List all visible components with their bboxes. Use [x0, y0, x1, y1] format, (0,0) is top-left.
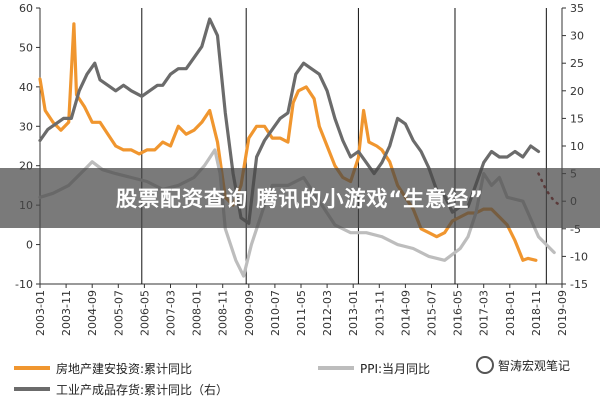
banner-title: 股票配资查询 腾讯的小游戏“生意经” — [116, 187, 484, 211]
left-axis-ticks: -100102030405060 — [15, 2, 40, 291]
watermark: 智涛宏观笔记 — [476, 356, 570, 374]
right-axis-ticks: -15-10-505101520253035 — [562, 2, 588, 291]
legend-label-inventory: 工业产成品存货:累计同比（右） — [56, 382, 228, 397]
left-tick-label: 50 — [19, 41, 33, 54]
x-tick-label: 2003-11 — [60, 290, 73, 336]
legend-label-ppi: PPI:当月同比 — [360, 362, 430, 376]
x-tick-label: 2018-11 — [530, 290, 543, 336]
left-tick-label: 60 — [19, 2, 33, 15]
x-tick-label: 2006-05 — [138, 290, 151, 336]
left-tick-label: -10 — [15, 278, 33, 291]
overlay-banner: 股票配资查询 腾讯的小游戏“生意经” — [0, 168, 600, 228]
x-tick-label: 2004-09 — [86, 290, 99, 336]
x-tick-label: 2014-09 — [399, 290, 412, 336]
x-tick-label: 2009-09 — [243, 290, 256, 336]
x-tick-label: 2007-03 — [165, 290, 178, 336]
x-tick-label: 2011-05 — [295, 290, 308, 336]
right-tick-label: -10 — [570, 250, 588, 263]
x-axis-ticks: 2003-01 2003-11 2004-09 2005-07 2006-05 2007-… — [34, 284, 569, 336]
x-tick-label: 2016-05 — [452, 290, 465, 336]
series-lines — [38, 17, 564, 278]
x-tick-label: 2010-07 — [269, 290, 282, 336]
right-tick-label: 20 — [570, 85, 584, 98]
x-tick-label: 2018-01 — [504, 290, 517, 336]
legend-label-construction: 房地产建安投资:累计同比 — [56, 361, 192, 376]
right-tick-label: 35 — [570, 2, 584, 15]
right-tick-label: -15 — [570, 278, 588, 291]
x-tick-label: 2015-07 — [426, 290, 439, 336]
right-tick-label: 15 — [570, 112, 584, 125]
x-tick-label: 2013-11 — [373, 290, 386, 336]
x-tick-label: 2012-03 — [321, 290, 334, 336]
wechat-logo-icon — [476, 356, 494, 374]
right-tick-label: 30 — [570, 30, 584, 43]
left-tick-label: 30 — [19, 120, 33, 133]
legend: 房地产建安投资:累计同比 PPI:当月同比 工业产成品存货:累计同比（右） — [14, 361, 430, 397]
left-tick-label: 0 — [26, 239, 33, 252]
x-tick-label: 2008-01 — [191, 290, 204, 336]
x-tick-label: 2003-01 — [34, 290, 47, 336]
x-tick-label: 2008-11 — [217, 290, 230, 336]
x-tick-label: 2005-07 — [112, 290, 125, 336]
left-tick-label: 40 — [19, 81, 33, 94]
right-tick-label: 10 — [570, 140, 584, 153]
x-tick-label: 2019-09 — [556, 290, 569, 336]
right-tick-label: -5 — [570, 223, 581, 236]
x-tick-label: 2017-03 — [478, 290, 491, 336]
right-tick-label: 25 — [570, 57, 584, 70]
watermark-text: 智涛宏观笔记 — [498, 358, 571, 373]
x-tick-label: 2013-01 — [347, 290, 360, 336]
